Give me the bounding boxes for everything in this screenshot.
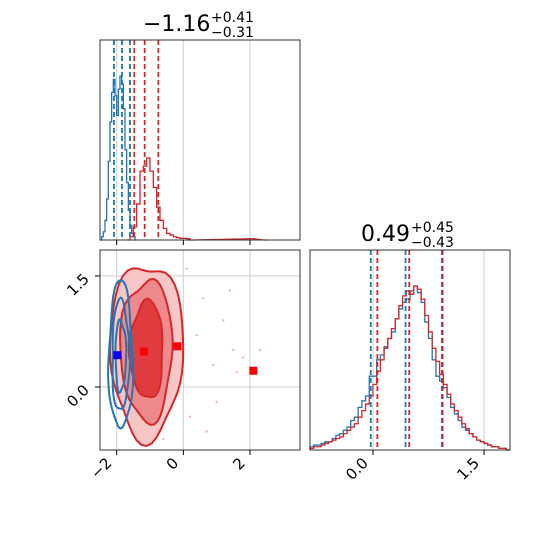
top-left-gridlines [116, 40, 251, 240]
x-tick-label: −2 [87, 454, 115, 482]
scatter-point [232, 348, 235, 352]
scatter-point [188, 415, 192, 418]
panel-bottom-right-histogram: 0.49 +0.45 −0.43 0.0 1.5 [309, 220, 511, 484]
marker-series-0 [113, 351, 122, 360]
bottom-left-markers [113, 342, 258, 375]
contour-level-0-0 [107, 279, 135, 430]
bottom-right-title-sub: −0.43 [411, 235, 454, 251]
top-left-frame [99, 39, 301, 241]
bottom-right-x-ticks: 0.0 1.5 [342, 450, 485, 484]
contour-level-0-1 [111, 296, 132, 410]
x-tick-label: 1.5 [453, 454, 483, 484]
bottom-left-scatter-points [162, 267, 262, 441]
scatter-point [202, 296, 205, 300]
bottom-right-quantile-lines [369, 250, 444, 450]
bottom-left-y-ticks: 0.0 1.5 [63, 270, 100, 411]
bottom-right-histogram-bars [309, 285, 510, 451]
scatter-point [212, 363, 215, 367]
top-left-x-ticks [116, 240, 251, 245]
panel-top-left-histogram: −1.16 +0.41 −0.31 [99, 10, 301, 245]
bottom-right-title-main: 0.49 [361, 222, 410, 247]
bottom-right-gridlines [372, 250, 485, 450]
histogram-series-1 [309, 285, 510, 451]
marker-extra-0 [173, 342, 182, 351]
scatter-point [235, 371, 238, 374]
scatter-point [215, 400, 218, 404]
scatter-point [258, 348, 262, 352]
y-tick-label: 1.5 [63, 270, 93, 300]
histogram-series-0 [100, 75, 137, 241]
x-tick-label: 0.0 [342, 454, 372, 484]
x-tick-label: 2 [229, 454, 248, 473]
scatter-point [222, 319, 225, 322]
bottom-right-frame [309, 249, 511, 451]
x-tick-label: 0 [163, 454, 182, 473]
scatter-point [195, 333, 198, 337]
bottom-left-x-ticks: −2 0 2 [87, 450, 251, 482]
bottom-right-title-sup: +0.45 [411, 220, 454, 236]
bottom-left-frame [99, 249, 301, 451]
top-left-quantile-lines [113, 40, 160, 240]
scatter-point [228, 289, 232, 292]
top-left-title-sub: −0.31 [211, 25, 254, 41]
histogram-series-1 [126, 157, 267, 241]
marker-extra-1 [249, 366, 258, 375]
bottom-left-contours [107, 267, 185, 448]
scatter-point [185, 267, 188, 270]
scatter-point [205, 430, 208, 433]
scatter-point [162, 437, 165, 441]
top-left-title-sup: +0.41 [211, 10, 254, 26]
marker-series-1 [140, 347, 148, 356]
panel-bottom-left-contour: −2 0 2 0.0 1.5 [63, 249, 301, 482]
top-left-title-main: −1.16 [143, 12, 210, 37]
y-tick-label: 0.0 [63, 381, 93, 411]
scatter-point [242, 356, 245, 359]
